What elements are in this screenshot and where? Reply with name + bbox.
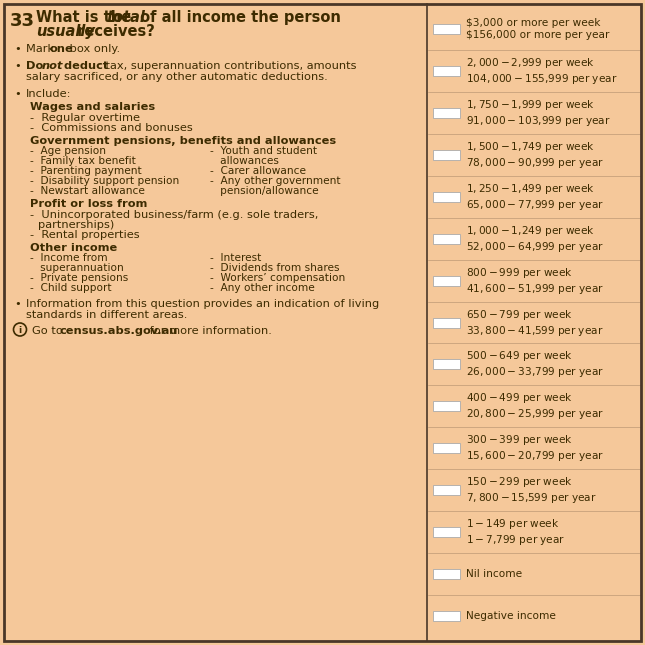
Text: $7,800 - $15,599 per year: $7,800 - $15,599 per year bbox=[466, 491, 597, 505]
Text: Wages and salaries: Wages and salaries bbox=[30, 102, 155, 112]
Text: $78,000 - $90,999 per year: $78,000 - $90,999 per year bbox=[466, 155, 604, 170]
Text: -  Youth and student: - Youth and student bbox=[210, 146, 317, 156]
Text: $52,000 - $64,999 per year: $52,000 - $64,999 per year bbox=[466, 240, 604, 253]
Bar bbox=[433, 485, 460, 495]
Text: -  Dividends from shares: - Dividends from shares bbox=[210, 263, 339, 273]
Bar bbox=[433, 569, 460, 579]
Text: -  Workers’ compensation: - Workers’ compensation bbox=[210, 273, 345, 283]
Text: -  Any other government: - Any other government bbox=[210, 176, 341, 186]
Text: -  Child support: - Child support bbox=[30, 283, 112, 293]
Text: Information from this question provides an indication of living: Information from this question provides … bbox=[26, 299, 379, 309]
Text: -  Any other income: - Any other income bbox=[210, 283, 315, 293]
Text: $3,000 or more per week: $3,000 or more per week bbox=[466, 18, 600, 28]
Text: $104,000 - $155,999 per year: $104,000 - $155,999 per year bbox=[466, 72, 617, 86]
Text: pension/allowance: pension/allowance bbox=[210, 186, 319, 196]
Text: -  Commissions and bonuses: - Commissions and bonuses bbox=[30, 123, 193, 133]
Text: -  Interest: - Interest bbox=[210, 253, 261, 263]
Bar bbox=[433, 275, 460, 286]
Text: -  Unincorporated business/farm (e.g. sole traders,: - Unincorporated business/farm (e.g. sol… bbox=[30, 210, 319, 220]
Text: Do: Do bbox=[26, 61, 47, 71]
Text: not: not bbox=[42, 61, 63, 71]
Text: •: • bbox=[14, 89, 21, 99]
Text: $1 - $7,799 per year: $1 - $7,799 per year bbox=[466, 533, 565, 547]
Text: -  Regular overtime: - Regular overtime bbox=[30, 113, 140, 123]
Text: deduct: deduct bbox=[60, 61, 108, 71]
Bar bbox=[433, 192, 460, 202]
Text: Include:: Include: bbox=[26, 89, 72, 99]
Text: for more information.: for more information. bbox=[146, 326, 272, 336]
Text: $800 - $999 per week: $800 - $999 per week bbox=[466, 266, 573, 279]
Text: -  Newstart allowance: - Newstart allowance bbox=[30, 186, 145, 196]
Bar bbox=[433, 233, 460, 244]
Text: Negative income: Negative income bbox=[466, 611, 556, 621]
Text: allowances: allowances bbox=[210, 156, 279, 166]
Text: Other income: Other income bbox=[30, 243, 117, 253]
Text: $65,000 - $77,999 per year: $65,000 - $77,999 per year bbox=[466, 198, 604, 212]
Text: $33,800 - $41,599 per year: $33,800 - $41,599 per year bbox=[466, 324, 604, 337]
Text: •: • bbox=[14, 299, 21, 309]
Bar bbox=[433, 527, 460, 537]
Text: receives?: receives? bbox=[72, 24, 155, 39]
Bar bbox=[433, 24, 460, 34]
Text: $1,500 - $1,749 per week: $1,500 - $1,749 per week bbox=[466, 140, 595, 154]
Text: partnerships): partnerships) bbox=[38, 220, 114, 230]
Text: 33: 33 bbox=[10, 12, 35, 30]
Text: salary sacrificed, or any other automatic deductions.: salary sacrificed, or any other automati… bbox=[26, 72, 328, 82]
Text: -  Private pensions: - Private pensions bbox=[30, 273, 128, 283]
Text: of all income the person: of all income the person bbox=[135, 10, 341, 25]
Text: $26,000 - $33,799 per year: $26,000 - $33,799 per year bbox=[466, 366, 604, 379]
Text: $1 - $149 per week: $1 - $149 per week bbox=[466, 517, 559, 531]
Text: usually: usually bbox=[36, 24, 95, 39]
Text: What is the: What is the bbox=[36, 10, 136, 25]
Text: Nil income: Nil income bbox=[466, 569, 522, 579]
Text: $650 - $799 per week: $650 - $799 per week bbox=[466, 308, 573, 321]
Text: $400 - $499 per week: $400 - $499 per week bbox=[466, 392, 573, 405]
Bar bbox=[433, 66, 460, 76]
Bar bbox=[433, 108, 460, 118]
Text: superannuation: superannuation bbox=[30, 263, 124, 273]
Text: $150 - $299 per week: $150 - $299 per week bbox=[466, 475, 573, 490]
Text: $156,000 or more per year: $156,000 or more per year bbox=[466, 30, 610, 40]
Text: -  Income from: - Income from bbox=[30, 253, 108, 263]
Text: total: total bbox=[106, 10, 145, 25]
Text: -  Family tax benefit: - Family tax benefit bbox=[30, 156, 136, 166]
Text: standards in different areas.: standards in different areas. bbox=[26, 310, 188, 320]
Text: $20,800 - $25,999 per year: $20,800 - $25,999 per year bbox=[466, 408, 604, 421]
Text: $1,750 - $1,999 per week: $1,750 - $1,999 per week bbox=[466, 98, 595, 112]
Text: : tax, superannuation contributions, amounts: : tax, superannuation contributions, amo… bbox=[98, 61, 357, 71]
Text: -  Disability support pension: - Disability support pension bbox=[30, 176, 179, 186]
Text: $41,600 - $51,999 per year: $41,600 - $51,999 per year bbox=[466, 282, 604, 295]
Text: Mark: Mark bbox=[26, 44, 58, 54]
Text: census.abs.gov.au: census.abs.gov.au bbox=[59, 326, 177, 336]
Text: i: i bbox=[19, 326, 21, 335]
Text: -  Age pension: - Age pension bbox=[30, 146, 106, 156]
Bar bbox=[433, 443, 460, 453]
Bar bbox=[433, 611, 460, 621]
Text: -  Carer allowance: - Carer allowance bbox=[210, 166, 306, 176]
Text: $91,000 - $103,999 per year: $91,000 - $103,999 per year bbox=[466, 114, 611, 128]
Bar bbox=[433, 401, 460, 412]
Text: -  Rental properties: - Rental properties bbox=[30, 230, 139, 240]
Text: box only.: box only. bbox=[66, 44, 120, 54]
Text: $500 - $649 per week: $500 - $649 per week bbox=[466, 350, 573, 363]
Text: $1,000 - $1,249 per week: $1,000 - $1,249 per week bbox=[466, 224, 595, 237]
Text: •: • bbox=[14, 44, 21, 54]
Text: $15,600 - $20,799 per year: $15,600 - $20,799 per year bbox=[466, 450, 604, 463]
Text: Go to: Go to bbox=[32, 326, 66, 336]
Text: •: • bbox=[14, 61, 21, 71]
Bar bbox=[433, 359, 460, 370]
Bar bbox=[433, 150, 460, 160]
Text: one: one bbox=[50, 44, 74, 54]
Text: -  Parenting payment: - Parenting payment bbox=[30, 166, 142, 176]
Text: $300 - $399 per week: $300 - $399 per week bbox=[466, 433, 573, 447]
Text: Profit or loss from: Profit or loss from bbox=[30, 199, 147, 209]
Text: Government pensions, benefits and allowances: Government pensions, benefits and allowa… bbox=[30, 136, 336, 146]
Bar bbox=[433, 317, 460, 328]
Text: $2,000 - $2,999 per week: $2,000 - $2,999 per week bbox=[466, 56, 595, 70]
Text: $1,250 - $1,499 per week: $1,250 - $1,499 per week bbox=[466, 182, 595, 195]
